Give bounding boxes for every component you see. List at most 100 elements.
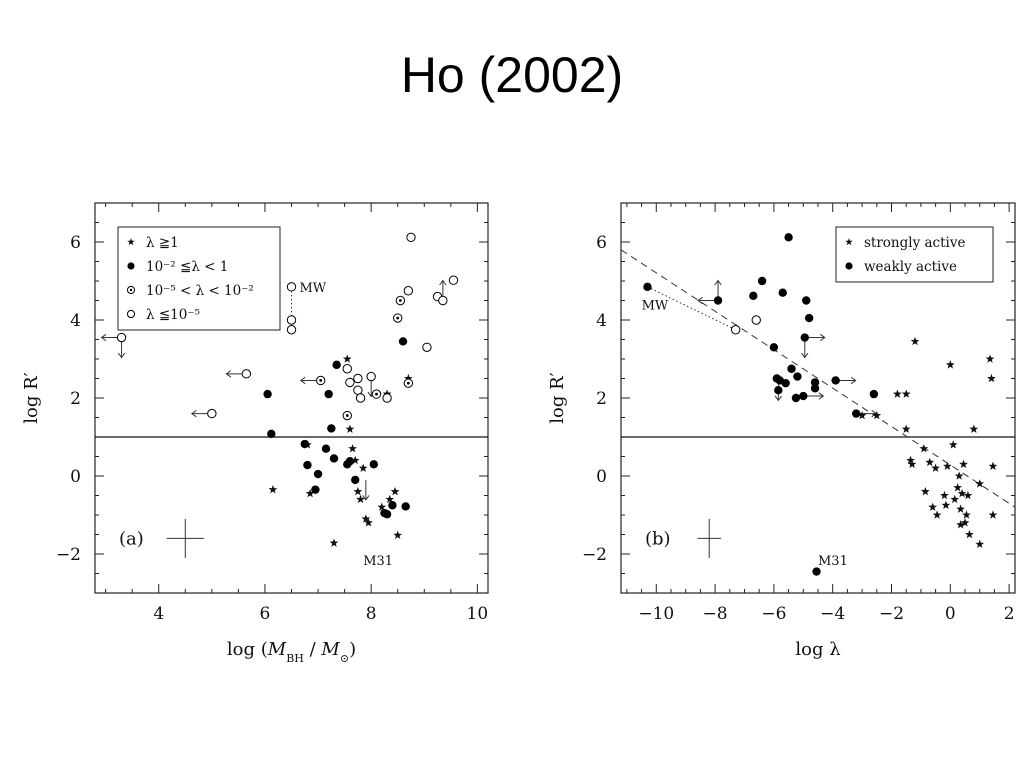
legend-marker-open	[126, 309, 136, 319]
data-point-open	[353, 385, 363, 395]
data-point-filled	[769, 343, 779, 352]
x-axis-label: log (MBH / M⊙)	[227, 639, 356, 665]
data-point-open	[286, 325, 297, 335]
data-point-open	[342, 364, 352, 374]
data-point-filled	[311, 485, 320, 494]
data-point-star	[941, 500, 951, 509]
data-point-star	[975, 479, 985, 488]
data-point-filled	[757, 276, 767, 286]
legend-marker-star	[845, 238, 853, 246]
data-point-star	[932, 510, 942, 519]
data-point-filled	[804, 313, 814, 323]
annotation-label: MW	[299, 281, 326, 296]
data-point-filled	[643, 282, 652, 292]
data-point-star	[943, 461, 952, 470]
limit-arrow-head	[819, 333, 826, 342]
data-point-filled	[749, 291, 758, 301]
x-tick-label: −10	[638, 604, 674, 624]
x-tick-label: 2	[1004, 604, 1015, 624]
limit-arrow-head	[774, 395, 782, 402]
data-point-star	[945, 360, 955, 369]
data-point-filled	[787, 364, 796, 373]
data-point-star	[931, 463, 940, 472]
data-point-filled	[398, 337, 408, 346]
data-point-star	[901, 424, 911, 433]
data-point-star	[901, 389, 911, 398]
data-point-dotted	[371, 389, 382, 399]
x-tick-label: −8	[703, 604, 728, 624]
data-point-star	[969, 424, 979, 433]
x-tick-label: −2	[879, 604, 904, 624]
slide-title: Ho (2002)	[400, 47, 624, 103]
x-tick-label: 0	[945, 604, 956, 624]
data-point-star	[329, 538, 339, 547]
data-point-star	[920, 487, 930, 496]
legend-marker-filled	[845, 262, 853, 270]
data-point-star	[358, 463, 368, 472]
data-point-open	[751, 315, 761, 325]
limit-arrow-head	[362, 495, 370, 501]
data-point-filled	[831, 376, 840, 385]
data-point-star	[925, 457, 935, 467]
data-point-filled	[713, 296, 723, 305]
y-axis-label: log R′	[547, 372, 568, 423]
data-point-open	[730, 325, 741, 335]
data-point-filled	[303, 460, 312, 470]
data-point-open	[286, 282, 297, 292]
data-point-dotted-dot	[406, 381, 410, 385]
data-point-filled	[329, 454, 339, 463]
x-tick-label: 4	[153, 604, 164, 624]
data-point-dotted	[395, 295, 406, 306]
legend-marker-dotted	[126, 285, 136, 295]
data-point-star	[356, 494, 365, 504]
data-point-star	[268, 485, 278, 494]
data-point-star	[956, 520, 965, 529]
limit-arrow-head	[225, 370, 232, 378]
data-point-star	[361, 514, 371, 523]
data-point-star	[393, 530, 403, 539]
panel-label: (b)	[645, 528, 671, 549]
data-point-filled	[401, 502, 410, 511]
data-point-star	[985, 354, 995, 363]
data-point-star	[342, 354, 352, 363]
data-point-star	[962, 510, 971, 519]
data-point-star	[963, 490, 973, 500]
data-point-star	[959, 459, 968, 469]
y-tick-label: 2	[70, 389, 81, 409]
limit-arrow-head	[100, 333, 107, 342]
data-point-open	[422, 342, 432, 352]
dotted-connector	[647, 286, 736, 331]
y-tick-label: 4	[596, 311, 607, 331]
data-point-dotted	[393, 313, 403, 323]
data-point-filled	[300, 439, 309, 449]
data-point-star	[960, 518, 970, 527]
data-point-filled	[793, 372, 802, 381]
limit-arrow	[362, 479, 370, 501]
data-point-filled	[327, 424, 336, 433]
data-point-filled	[351, 475, 360, 485]
data-point-star	[364, 518, 373, 527]
data-point-open	[353, 373, 363, 384]
data-point-filled	[345, 456, 355, 466]
limit-arrow-head	[801, 352, 809, 359]
limit-arrow-head	[439, 279, 447, 286]
y-tick-label: 2	[596, 389, 607, 409]
data-point-open	[382, 393, 392, 403]
data-point-open	[355, 393, 366, 403]
y-tick-label: 0	[70, 467, 81, 487]
data-point-filled	[781, 378, 790, 388]
data-point-dotted	[316, 375, 326, 386]
data-point-star	[988, 461, 998, 470]
data-point-star	[987, 373, 996, 383]
data-point-open	[406, 232, 416, 243]
data-point-filled	[812, 567, 821, 576]
panel-label: (a)	[119, 528, 144, 549]
y-tick-label: 6	[70, 233, 81, 253]
y-axis-label: log R′	[21, 372, 42, 423]
data-point-dotted-dot	[398, 299, 402, 302]
data-point-open	[286, 315, 297, 325]
data-point-dotted	[403, 378, 414, 388]
legend-entry-label: 10⁻² ≦λ < 1	[146, 259, 228, 275]
data-point-dotted-dot	[375, 392, 378, 396]
